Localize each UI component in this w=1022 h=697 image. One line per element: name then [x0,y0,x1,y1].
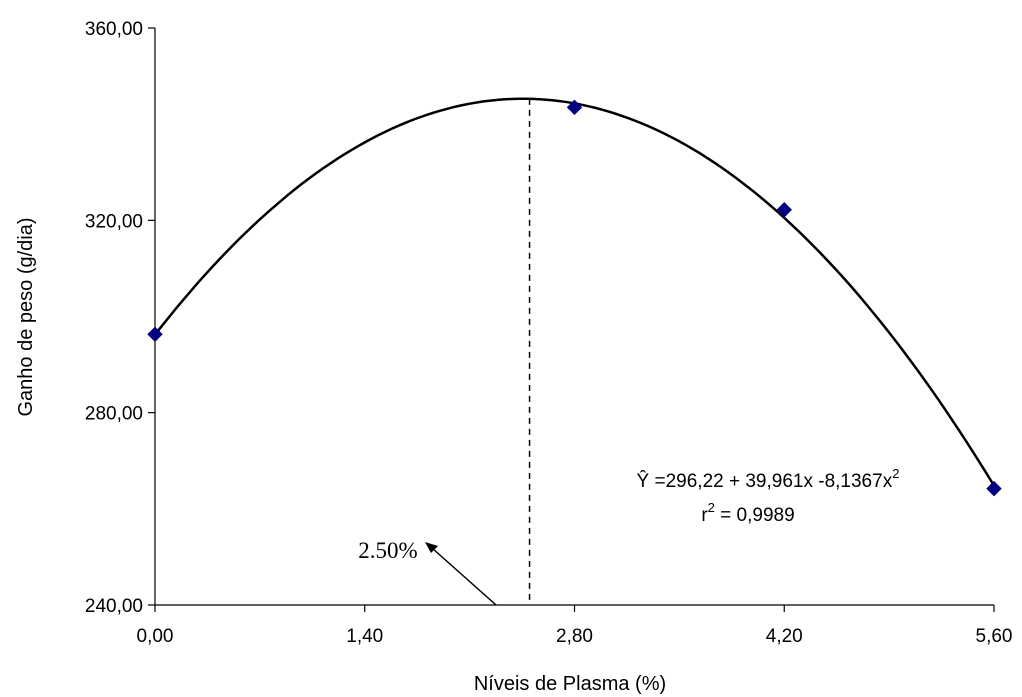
regression-equation-exponent: 2 [892,466,899,481]
data-points [147,99,1002,497]
data-point [147,326,163,342]
data-point [776,202,792,218]
regression-equation-main: Ŷ =296,22 + 39,961x -8,1367x [637,470,893,492]
x-axis-title: Níveis de Plasma (%) [474,673,666,695]
x-tick-label: 5,60 [976,626,1013,647]
y-tick-label: 320,00 [85,211,143,232]
x-tick-labels: 0,00 1,40 2,80 4,20 5,60 [137,626,1013,647]
optimum-label: 2.50% [358,538,417,563]
y-tick-label: 240,00 [85,596,143,617]
r-squared: r2 = 0,9989 [701,500,794,526]
y-axis-title: Ganho de peso (g/dia) [15,217,37,416]
data-point [986,480,1002,497]
x-tick-label: 2,80 [556,626,593,647]
trend-line [154,97,996,487]
data-point [566,99,583,116]
y-tick-labels: 240,00 280,00 320,00 360,00 [85,19,143,617]
optimum-arrow [425,542,497,606]
axes [148,27,995,612]
r-squared-symbol: r [701,505,708,526]
regression-equation: Ŷ =296,22 + 39,961x -8,1367x2 [637,466,900,492]
y-tick-label: 360,00 [85,19,143,40]
r-squared-value: = 0,9989 [715,505,795,526]
r-squared-exponent: 2 [708,500,715,515]
x-tick-label: 0,00 [137,626,174,647]
x-tick-label: 4,20 [766,626,803,647]
y-tick-label: 280,00 [85,404,143,425]
x-tick-label: 1,40 [346,626,383,647]
